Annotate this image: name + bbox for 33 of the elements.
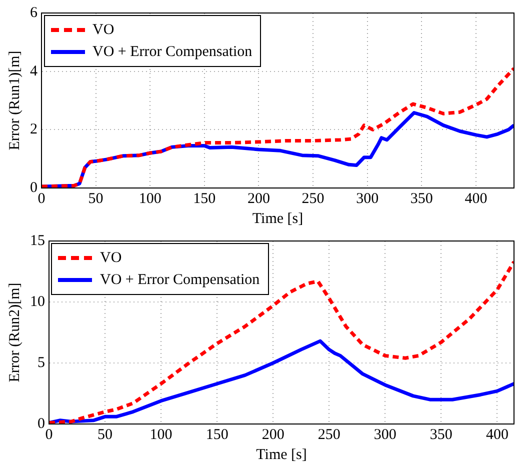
y-tick-label: 0	[30, 180, 38, 196]
y-tick-label: 4	[30, 63, 38, 80]
x-tick-label: 100	[150, 426, 172, 443]
x-tick-label: 250	[318, 426, 340, 443]
legend-label: VO	[92, 22, 114, 38]
y-tick-label: 6	[30, 4, 38, 21]
x-tick-label: 300	[356, 190, 379, 207]
x-tick-label: 350	[410, 190, 433, 207]
x-tick-label: 150	[193, 190, 216, 207]
x-tick-label: 250	[302, 190, 324, 207]
y-tick-label: 0	[38, 416, 45, 432]
x-tick-label: 200	[247, 190, 270, 207]
x-tick-label: 300	[374, 426, 396, 443]
x-tick-label: 100	[138, 190, 162, 207]
legend-label: VO + Error Compensation	[100, 272, 260, 288]
line-series	[42, 66, 514, 188]
x-tick-label: 50	[98, 426, 113, 443]
x-tick-label: 400	[464, 190, 488, 207]
y-tick-label: 15	[30, 232, 45, 249]
legend-label: VO + Error Compensation	[92, 44, 252, 60]
x-tick-label: 350	[430, 426, 452, 443]
x-axis-title: Time [s]	[252, 210, 304, 227]
x-tick-label: 200	[262, 426, 284, 443]
x-axis-title: Time [s]	[256, 446, 307, 463]
y-axis-title: Error (Run2)[m]	[6, 282, 23, 382]
y-tick-label: 2	[30, 122, 38, 138]
y-tick-label: 5	[38, 354, 45, 371]
legend-label: VO	[100, 250, 122, 266]
x-tick-label: 400	[486, 426, 508, 443]
x-tick-label: 50	[88, 190, 104, 207]
x-tick-label: 150	[206, 426, 228, 443]
y-axis-title: Error (Run1)[m]	[6, 50, 23, 150]
y-tick-label: 10	[30, 294, 45, 310]
